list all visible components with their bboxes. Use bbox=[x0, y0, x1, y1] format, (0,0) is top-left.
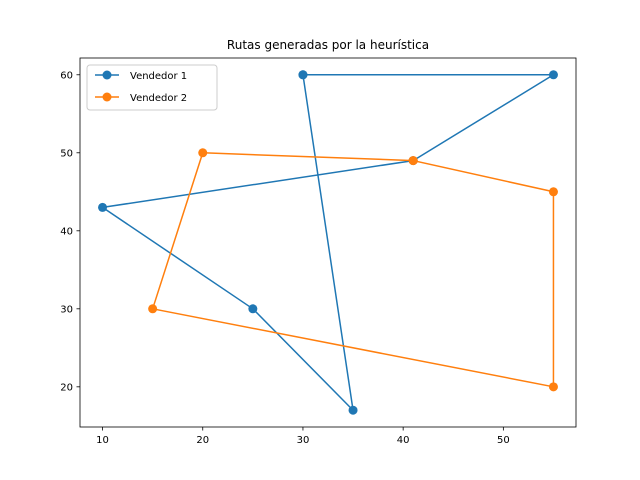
y-tick-label: 20 bbox=[60, 382, 73, 393]
x-tick-label: 50 bbox=[497, 435, 510, 446]
x-tick-label: 20 bbox=[196, 435, 209, 446]
data-point-series-2 bbox=[548, 382, 558, 392]
data-point-series-2 bbox=[198, 148, 208, 158]
legend-box bbox=[86, 64, 218, 111]
chart-title: Rutas generadas por la heurística bbox=[227, 38, 429, 52]
data-point-series-1 bbox=[98, 202, 108, 212]
data-point-series-1 bbox=[548, 70, 558, 80]
x-tick-label: 40 bbox=[397, 435, 410, 446]
data-point-series-1 bbox=[298, 70, 308, 80]
data-point-series-2 bbox=[408, 156, 418, 166]
axes-frame bbox=[79, 57, 577, 428]
y-tick-label: 30 bbox=[60, 304, 73, 315]
legend-marker-2 bbox=[102, 92, 112, 102]
y-tick-label: 50 bbox=[60, 148, 73, 159]
data-point-series-2 bbox=[548, 187, 558, 197]
axes: 10 20 30 40 50 20 30 40 50 60 bbox=[60, 57, 577, 446]
y-tick-label: 40 bbox=[60, 226, 73, 237]
x-tick-label: 10 bbox=[96, 435, 109, 446]
legend-label-2: Vendedor 2 bbox=[130, 93, 187, 104]
series-line-2 bbox=[151, 152, 555, 388]
data-point-series-1 bbox=[348, 405, 358, 415]
legend-label-1: Vendedor 1 bbox=[130, 71, 187, 82]
x-tick-label: 30 bbox=[297, 435, 310, 446]
legend: Vendedor 1 Vendedor 2 bbox=[86, 64, 218, 111]
plot-area bbox=[98, 70, 558, 415]
legend-marker-1 bbox=[102, 70, 112, 80]
data-point-series-2 bbox=[148, 304, 158, 314]
y-tick-label: 60 bbox=[60, 70, 73, 81]
data-point-series-1 bbox=[248, 304, 258, 314]
